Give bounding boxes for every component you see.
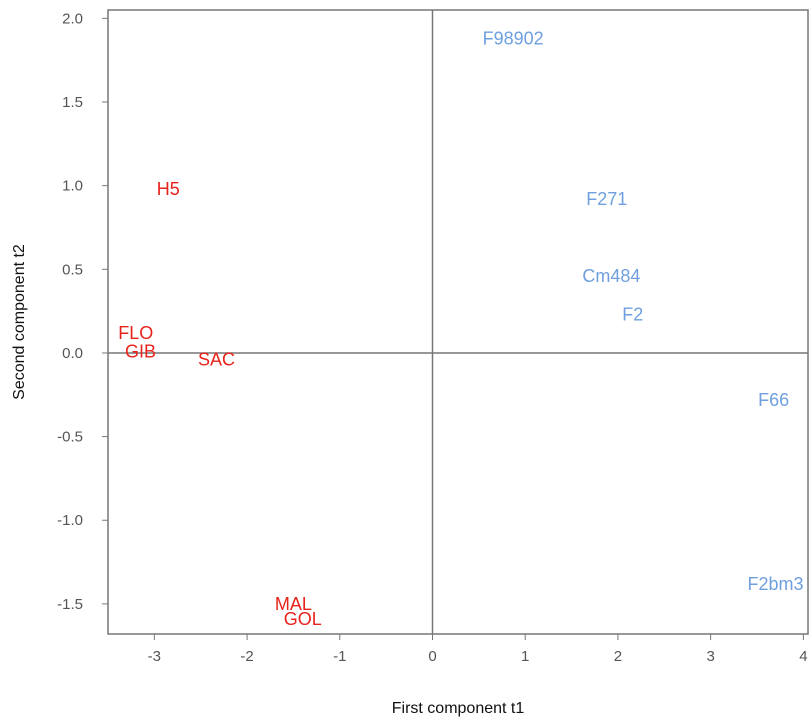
reference-lines [108,10,808,634]
y-axis-title: Second component t2 [11,244,28,400]
point-label: F2bm3 [748,574,804,594]
y-tick-label: 1.0 [62,178,83,195]
x-tick-label: 3 [706,648,714,665]
y-tick-label: -0.5 [57,429,83,446]
point-label: H5 [157,179,180,199]
x-tick-label: 1 [521,648,529,665]
x-axis-title: First component t1 [392,700,525,717]
point-label: GOL [284,609,322,629]
x-tick-label: 0 [428,648,436,665]
y-axis-ticks: -1.5 -1.0 -0.5 0.0 0.5 1.0 1.5 2.0 [57,10,108,613]
x-tick-label: -3 [148,648,161,665]
point-label: F66 [758,390,789,410]
point-label: F98902 [483,28,544,48]
y-tick-label: -1.0 [57,512,83,529]
y-tick-label: 0.0 [62,345,83,362]
point-label: FLO [118,323,153,343]
plot-frame [107,9,809,635]
point-label: F2 [622,304,643,324]
point-label: Cm484 [582,266,640,286]
point-label: F271 [586,189,627,209]
x-axis-ticks: -3 -2 -1 0 1 2 3 4 [148,634,808,665]
y-tick-label: -1.5 [57,596,83,613]
y-tick-label: 0.5 [62,261,83,278]
point-label: GIB [125,341,156,361]
x-tick-label: -2 [240,648,253,665]
point-label: MAL [275,594,312,614]
point-label: SAC [198,350,235,370]
x-tick-label: 4 [799,648,807,665]
y-tick-label: 2.0 [62,10,83,27]
y-tick-label: 1.5 [62,94,83,111]
x-tick-label: -1 [333,648,346,665]
x-tick-label: 2 [614,648,622,665]
